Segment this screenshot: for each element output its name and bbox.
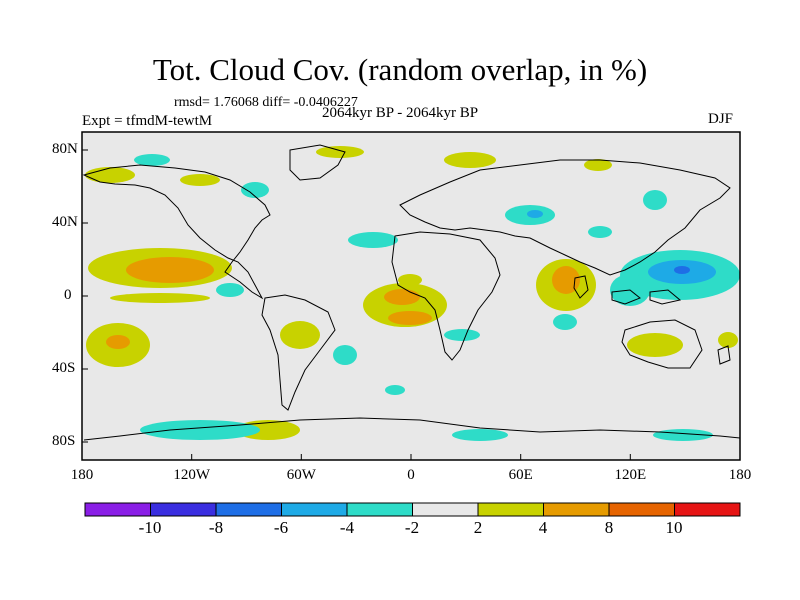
colorbar-label: 8	[604, 518, 614, 537]
anomaly-pos-2-4	[316, 146, 364, 158]
anomaly-pos-2-4	[718, 332, 738, 348]
axis-ticks	[81, 149, 741, 460]
anomaly-neg-2-4	[348, 232, 398, 248]
colorbar-label: -10	[138, 518, 162, 537]
lat-tick-label: 0	[64, 287, 72, 303]
anomaly-neg-2-4	[653, 429, 713, 441]
anomaly-neg-2-4	[216, 283, 244, 297]
colorbar-box	[412, 502, 479, 517]
experiment-label: Expt = tfmdM-tewtM	[82, 113, 213, 129]
north-america-coast	[82, 164, 271, 300]
colorbar-label: -6	[273, 518, 289, 537]
colorbar-box	[150, 502, 217, 517]
island-coast	[649, 289, 682, 305]
anomaly-pos-4-8	[126, 257, 214, 283]
colorbar-box	[608, 502, 675, 517]
antarctica-coast	[83, 417, 740, 441]
africa-coast	[391, 231, 501, 361]
south-america-coast	[261, 294, 336, 411]
colorbar-label: 10	[665, 518, 683, 537]
colorbar-box	[674, 502, 741, 517]
island-coast	[717, 345, 731, 365]
lat-tick-label: 40S	[52, 360, 76, 376]
island-coast	[611, 289, 641, 305]
lon-tick-label: 60W	[286, 467, 316, 483]
anomaly-neg-2-4	[588, 226, 612, 238]
period-label: 2064kyr BP - 2064kyr BP	[322, 105, 479, 121]
coastlines	[82, 144, 740, 441]
season-label: DJF	[708, 111, 734, 127]
lon-tick-label: 60E	[508, 467, 533, 483]
anomaly-neg-2-4	[333, 345, 357, 365]
anomaly-neg-2-4	[643, 190, 667, 210]
colorbar-box	[346, 502, 413, 517]
anomaly-pos-4-8	[384, 289, 420, 305]
anomaly-pos-2-4	[180, 174, 220, 186]
anomaly-neg-2-4	[452, 429, 508, 441]
lat-tick-label: 80N	[52, 141, 78, 157]
lon-tick-label: 120E	[614, 467, 647, 483]
eurasia-coast	[399, 159, 731, 276]
chart-title: Tot. Cloud Cov. (random overlap, in %)	[152, 52, 648, 87]
anomaly-pos-2-4	[236, 420, 300, 440]
anomaly-neg-2-4	[140, 420, 260, 440]
anomaly-pos-4-8	[388, 311, 432, 325]
stats-label: rmsd= 1.76068 diff= -0.0406227	[174, 95, 358, 110]
anomaly-neg-6-8	[674, 266, 690, 274]
lat-tick-label: 80S	[52, 433, 76, 449]
anomaly-neg-2-4	[241, 182, 269, 198]
anomaly-neg-2-4	[385, 385, 405, 395]
colorbar-box	[543, 502, 610, 517]
lon-tick-label: 0	[407, 467, 415, 483]
greenland-coast	[289, 144, 346, 181]
colorbar-label: 4	[538, 518, 548, 537]
anomaly-neg-2-4	[444, 329, 480, 341]
colorbar-box	[281, 502, 348, 517]
colorbar-box	[215, 502, 282, 517]
lon-tick-label: 180	[70, 467, 94, 483]
lon-tick-label: 120W	[173, 467, 211, 483]
anomaly-pos-2-4	[627, 333, 683, 357]
australia-coast	[621, 319, 703, 369]
anomaly-neg-2-4	[553, 314, 577, 330]
anomaly-pos-2-4	[280, 321, 320, 349]
colorbar-label: -2	[404, 518, 420, 537]
anomaly-neg-2-4	[134, 154, 170, 166]
island-coast	[573, 275, 589, 299]
lon-tick-label: 180	[728, 467, 752, 483]
anomaly-pos-2-4	[584, 159, 612, 171]
colorbar-label: 2	[473, 518, 483, 537]
anomaly-pos-4-8	[106, 335, 130, 349]
anomaly-pos-2-4	[110, 293, 210, 303]
anomaly-pos-2-4	[85, 167, 135, 183]
anomaly-neg-4-6	[527, 210, 543, 218]
colorbar-label: -8	[208, 518, 224, 537]
colorbar-box	[84, 502, 151, 517]
anomaly-pos-4-8	[552, 266, 580, 294]
colorbar-label: -4	[339, 518, 355, 537]
anomaly-pos-2-4	[398, 274, 422, 286]
lat-tick-label: 40N	[52, 214, 78, 230]
colorbar	[84, 502, 741, 517]
anomaly-pos-2-4	[444, 152, 496, 168]
colorbar-box	[477, 502, 544, 517]
